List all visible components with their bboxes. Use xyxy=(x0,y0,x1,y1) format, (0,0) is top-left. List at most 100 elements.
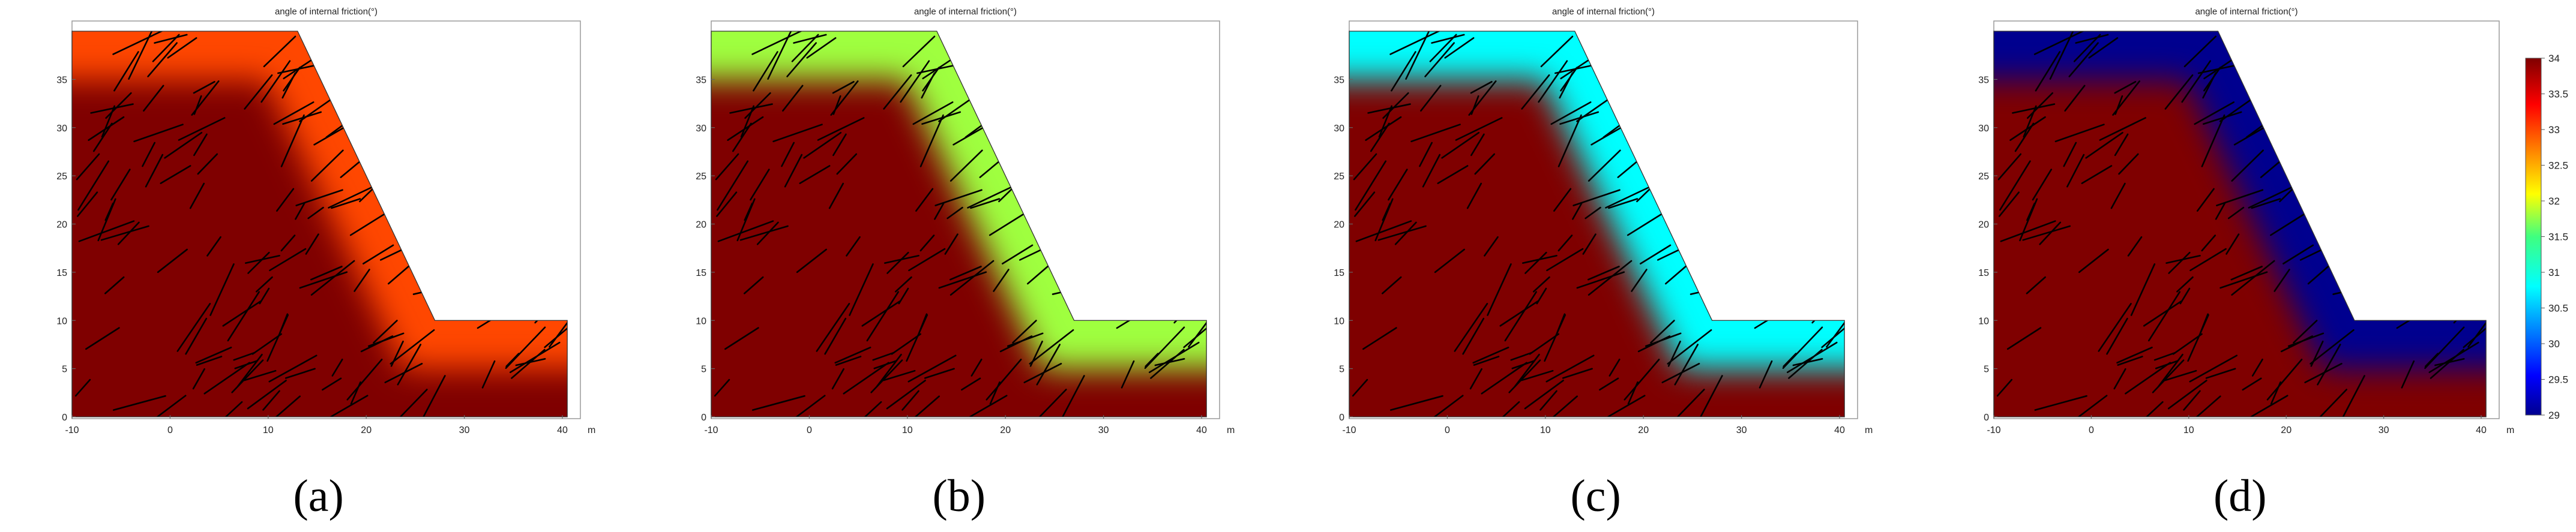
fracture-trace xyxy=(1821,327,1845,348)
x-tick-label: 10 xyxy=(902,425,913,435)
fracture-trace xyxy=(739,225,789,241)
fracture-trace xyxy=(2304,362,2343,383)
fracture-trace xyxy=(2434,358,2465,366)
fracture-trace xyxy=(390,340,404,367)
fracture-trace xyxy=(2026,92,2054,119)
fracture-trace xyxy=(908,248,946,272)
fracture-trace xyxy=(883,369,916,381)
fracture-trace xyxy=(244,369,277,381)
fracture-trace xyxy=(1012,320,1037,344)
fracture-trace xyxy=(2203,59,2232,80)
x-tick-label: -10 xyxy=(704,425,718,435)
fracture-trace xyxy=(1650,320,1675,344)
fracture-trace xyxy=(331,359,343,377)
fracture-trace xyxy=(803,131,842,159)
fracture-trace xyxy=(1354,191,1376,217)
fracture-trace xyxy=(1557,114,1582,167)
fracture-trace xyxy=(167,37,197,59)
fracture-trace xyxy=(1474,153,1496,175)
fracture-trace xyxy=(189,182,205,209)
fracture-trace xyxy=(2000,220,2056,242)
x-tick-label: 10 xyxy=(263,425,274,435)
fracture-trace xyxy=(280,235,296,252)
fracture-trace xyxy=(1786,341,1838,374)
fracture-trace xyxy=(1419,395,1464,417)
fracture-trace xyxy=(876,353,902,387)
fracture-trace xyxy=(1587,266,1620,281)
fracture-trace xyxy=(2009,116,2046,141)
fracture-trace xyxy=(828,182,844,209)
fracture-trace xyxy=(1550,101,1592,125)
x-tick-label: 10 xyxy=(2183,425,2194,435)
fracture-trace xyxy=(1429,34,1457,62)
fracture-trace xyxy=(1599,377,1619,391)
fracture-trace xyxy=(281,72,296,99)
fracture-trace xyxy=(1454,303,1488,352)
fracture-trace xyxy=(236,353,263,387)
fracture-trace xyxy=(843,362,889,395)
fracture-trace xyxy=(714,378,730,397)
fracture-trace xyxy=(1521,254,1557,264)
fracture-trace xyxy=(1473,356,1500,366)
fracture-trace xyxy=(147,42,178,77)
fracture-trace xyxy=(2227,206,2245,220)
fracture-trace xyxy=(1121,360,1135,389)
fracture-trace xyxy=(2201,114,2225,167)
fracture-trace xyxy=(92,122,113,152)
y-tick-label: 0 xyxy=(701,413,706,423)
y-tick-label: 20 xyxy=(1978,220,1989,230)
y-tick-label: 35 xyxy=(56,75,67,85)
x-axis-label: m xyxy=(1227,425,1235,435)
fracture-trace xyxy=(395,389,428,417)
fracture-trace xyxy=(305,233,319,255)
fracture-trace xyxy=(2165,254,2201,264)
fracture-trace xyxy=(2172,333,2203,355)
fracture-trace xyxy=(1631,269,1648,292)
fracture-trace xyxy=(989,381,1001,405)
fracture-trace xyxy=(244,74,273,110)
fracture-trace xyxy=(2143,401,2164,417)
fracture-trace xyxy=(390,329,435,365)
panel-label: (b) xyxy=(933,471,986,521)
fracture-trace xyxy=(793,34,827,44)
fracture-trace xyxy=(2019,198,2038,242)
fracture-trace xyxy=(2231,149,2264,182)
fracture-trace xyxy=(2293,320,2318,344)
fracture-trace xyxy=(176,303,211,352)
fracture-trace xyxy=(2039,221,2062,245)
fracture-trace xyxy=(1183,327,1207,348)
fracture-trace xyxy=(2147,291,2181,342)
fracture-trace xyxy=(1437,165,1469,184)
fracture-trace xyxy=(1059,375,1085,417)
fracture-trace xyxy=(919,114,944,167)
fracture-trace xyxy=(872,351,895,361)
domain-outline xyxy=(1993,31,2487,417)
fracture-trace xyxy=(1374,198,1394,242)
fracture-trace xyxy=(835,356,862,366)
fracture-trace xyxy=(786,42,817,77)
colorbar-tick-label: 32 xyxy=(2548,196,2560,207)
fracture-trace xyxy=(185,317,208,355)
y-tick-label: 25 xyxy=(1978,172,1989,182)
fracture-trace xyxy=(2012,103,2056,114)
fracture-trace xyxy=(283,59,311,80)
x-tick-label: 20 xyxy=(361,425,372,435)
y-tick-label: 15 xyxy=(56,268,67,278)
fracture-trace xyxy=(260,60,291,103)
fracture-trace xyxy=(1470,95,1479,115)
fracture-trace xyxy=(2248,185,2295,209)
colorbar-tick-label: 34 xyxy=(2548,53,2560,64)
fracture-trace xyxy=(2424,353,2439,368)
fracture-trace xyxy=(1434,248,1465,273)
fracture-trace xyxy=(2401,360,2415,389)
fracture-trace xyxy=(244,254,280,264)
fracture-trace xyxy=(373,320,398,344)
fracture-trace xyxy=(1484,236,1499,257)
fracture-trace xyxy=(732,122,752,152)
fracture-trace xyxy=(1365,116,1402,141)
fracture-trace xyxy=(203,362,250,395)
fracture-trace xyxy=(862,401,882,417)
fracture-trace xyxy=(1391,51,1416,92)
fracture-trace xyxy=(117,221,140,245)
fracture-trace xyxy=(846,236,861,257)
